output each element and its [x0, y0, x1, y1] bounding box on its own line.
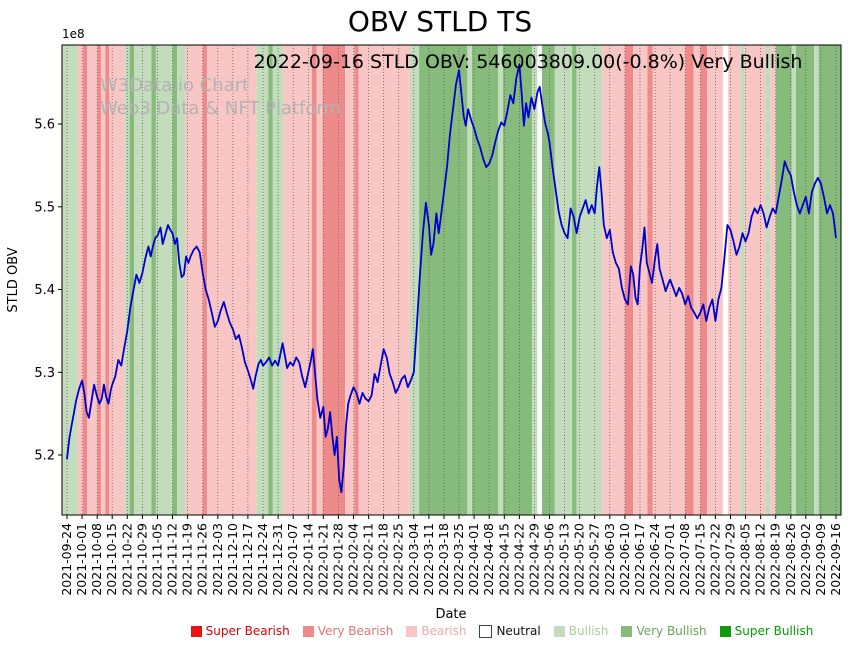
- legend-label: Neutral: [496, 624, 541, 638]
- x-tick-label: 2022-04-08: [481, 523, 496, 596]
- x-tick-label: 2021-10-29: [134, 523, 149, 596]
- x-tick-label: 2022-06-03: [602, 523, 617, 596]
- x-tick-label: 2022-01-21: [315, 523, 330, 596]
- y-tick-label: 5.2: [34, 449, 55, 464]
- y-axis-ticks: 5.2 5.3 5.4 5.5 5.6: [34, 118, 62, 464]
- very-bullish-swatch-icon: [621, 625, 633, 637]
- y-axis-label: STLD OBV: [6, 247, 21, 312]
- x-tick-label: 2021-11-12: [165, 523, 180, 596]
- legend-label: Bullish: [568, 624, 609, 638]
- legend-label: Super Bearish: [205, 624, 290, 638]
- x-tick-label: 2022-01-14: [300, 523, 315, 596]
- x-tick-label: 2022-04-22: [511, 523, 526, 596]
- super-bearish-swatch-icon: [190, 625, 202, 637]
- x-tick-label: 2022-05-06: [542, 523, 557, 596]
- plot-border: [61, 44, 842, 516]
- x-tick-label: 2021-10-15: [104, 523, 119, 596]
- x-tick-label: 2022-01-07: [285, 523, 300, 596]
- x-tick-label: 2022-06-24: [647, 523, 662, 596]
- bearish-swatch-icon: [406, 625, 418, 637]
- x-tick-label: 2021-11-26: [195, 523, 210, 596]
- x-axis-ticks: 2021-09-24 2021-10-01 2021-10-08 2021-10-15…: [59, 515, 843, 596]
- y-tick-label: 5.3: [34, 366, 55, 381]
- y-tick-label: 5.6: [34, 118, 55, 133]
- legend-label: Bearish: [421, 624, 467, 638]
- legend-item-super-bearish: Super Bearish: [190, 624, 290, 638]
- x-tick-label: 2022-03-18: [436, 523, 451, 596]
- x-tick-label: 2022-02-18: [376, 523, 391, 596]
- x-tick-label: 2022-05-20: [572, 523, 587, 596]
- x-tick-label: 2022-06-17: [632, 523, 647, 596]
- x-tick-label: 2022-07-08: [677, 523, 692, 596]
- bullish-swatch-icon: [553, 625, 565, 637]
- obv-line-series: [66, 63, 837, 494]
- x-tick-label: 2021-12-31: [270, 523, 285, 596]
- legend-label: Very Bullish: [636, 624, 707, 638]
- x-tick-label: 2022-02-04: [346, 523, 361, 596]
- x-tick-label: 2022-08-12: [753, 523, 768, 596]
- legend-label: Super Bullish: [734, 624, 814, 638]
- x-tick-label: 2022-04-01: [466, 523, 481, 596]
- x-tick-label: 2022-07-22: [707, 523, 722, 596]
- legend-item-neutral: Neutral: [479, 624, 541, 638]
- x-tick-label: 2022-03-11: [421, 523, 436, 596]
- x-tick-label: 2021-12-17: [240, 523, 255, 596]
- x-tick-label: 2022-03-25: [451, 523, 466, 596]
- x-tick-label: 2022-09-02: [798, 523, 813, 596]
- legend-item-very-bullish: Very Bullish: [621, 624, 707, 638]
- y-offset-label: 1e8: [62, 27, 85, 41]
- x-tick-label: 2022-07-01: [662, 523, 677, 596]
- x-tick-label: 2022-09-09: [813, 523, 828, 596]
- legend-item-bearish: Bearish: [406, 624, 466, 638]
- x-tick-label: 2022-02-25: [391, 523, 406, 596]
- y-tick-label: 5.4: [34, 283, 55, 298]
- x-tick-label: 2022-01-28: [330, 523, 345, 596]
- x-tick-label: 2021-10-01: [74, 523, 89, 596]
- legend-item-super-bullish: Super Bullish: [719, 624, 814, 638]
- chart-title: OBV STLD TS: [348, 5, 532, 38]
- neutral-swatch-icon: [479, 624, 493, 638]
- x-tick-label: 2021-12-03: [210, 523, 225, 596]
- x-tick-label: 2022-05-27: [587, 523, 602, 596]
- x-tick-label: 2021-12-24: [255, 523, 270, 596]
- very-bearish-swatch-icon: [302, 625, 314, 637]
- watermark-line1: W3Data.io Chart: [100, 75, 249, 96]
- x-tick-label: 2022-07-29: [723, 523, 738, 596]
- x-axis-label: Date: [435, 607, 466, 622]
- x-tick-label: 2022-06-10: [617, 523, 632, 596]
- x-tick-label: 2021-11-19: [180, 523, 195, 596]
- legend-label: Very Bearish: [317, 624, 394, 638]
- x-tick-label: 2022-07-15: [692, 523, 707, 596]
- x-tick-label: 2021-10-08: [89, 523, 104, 596]
- x-tick-label: 2022-04-15: [496, 523, 511, 596]
- sentiment-legend: Super Bearish Very Bearish Bearish Neutral B…: [62, 620, 847, 642]
- super-bullish-swatch-icon: [719, 625, 731, 637]
- legend-item-bullish: Bullish: [553, 624, 609, 638]
- latest-value-annotation: 2022-09-16 STLD OBV: 546003809.00(-0.8%)…: [254, 51, 803, 73]
- watermark-line2: Web3 Data & NFT Platform: [100, 98, 341, 119]
- x-tick-label: 2022-04-29: [526, 523, 541, 596]
- x-tick-label: 2022-03-04: [406, 523, 421, 596]
- x-tick-label: 2022-02-11: [361, 523, 376, 596]
- x-tick-label: 2022-05-13: [557, 523, 572, 596]
- x-tick-label: 2021-10-22: [119, 523, 134, 596]
- x-tick-label: 2021-11-05: [150, 523, 165, 596]
- x-tick-label: 2022-08-05: [738, 523, 753, 596]
- x-tick-label: 2022-09-16: [828, 523, 843, 596]
- x-tick-label: 2021-09-24: [59, 523, 74, 596]
- x-tick-label: 2022-08-26: [783, 523, 798, 596]
- y-tick-label: 5.5: [34, 200, 55, 215]
- x-tick-label: 2021-12-10: [225, 523, 240, 596]
- legend-item-very-bearish: Very Bearish: [302, 624, 394, 638]
- x-tick-label: 2022-08-19: [768, 523, 783, 596]
